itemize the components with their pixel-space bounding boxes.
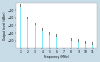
Bar (71, 38, 72, 41)
Y-axis label: Output level (dBm): Output level (dBm) (3, 11, 7, 40)
X-axis label: Frequency (MHz): Frequency (MHz) (44, 55, 69, 59)
Bar (92, 45, 93, 48)
Bar (49, 35, 50, 48)
Bar (56, 37, 57, 48)
Bar (49, 32, 50, 35)
Bar (56, 34, 57, 37)
Bar (35, 25, 36, 48)
Bar (35, 23, 36, 25)
Bar (85, 44, 86, 48)
Bar (92, 42, 93, 45)
Bar (20, 4, 21, 7)
Bar (78, 42, 79, 48)
Bar (20, 7, 21, 48)
Bar (85, 41, 86, 44)
Bar (78, 39, 79, 42)
Bar (42, 31, 43, 48)
Bar (42, 28, 43, 31)
Bar (71, 41, 72, 48)
